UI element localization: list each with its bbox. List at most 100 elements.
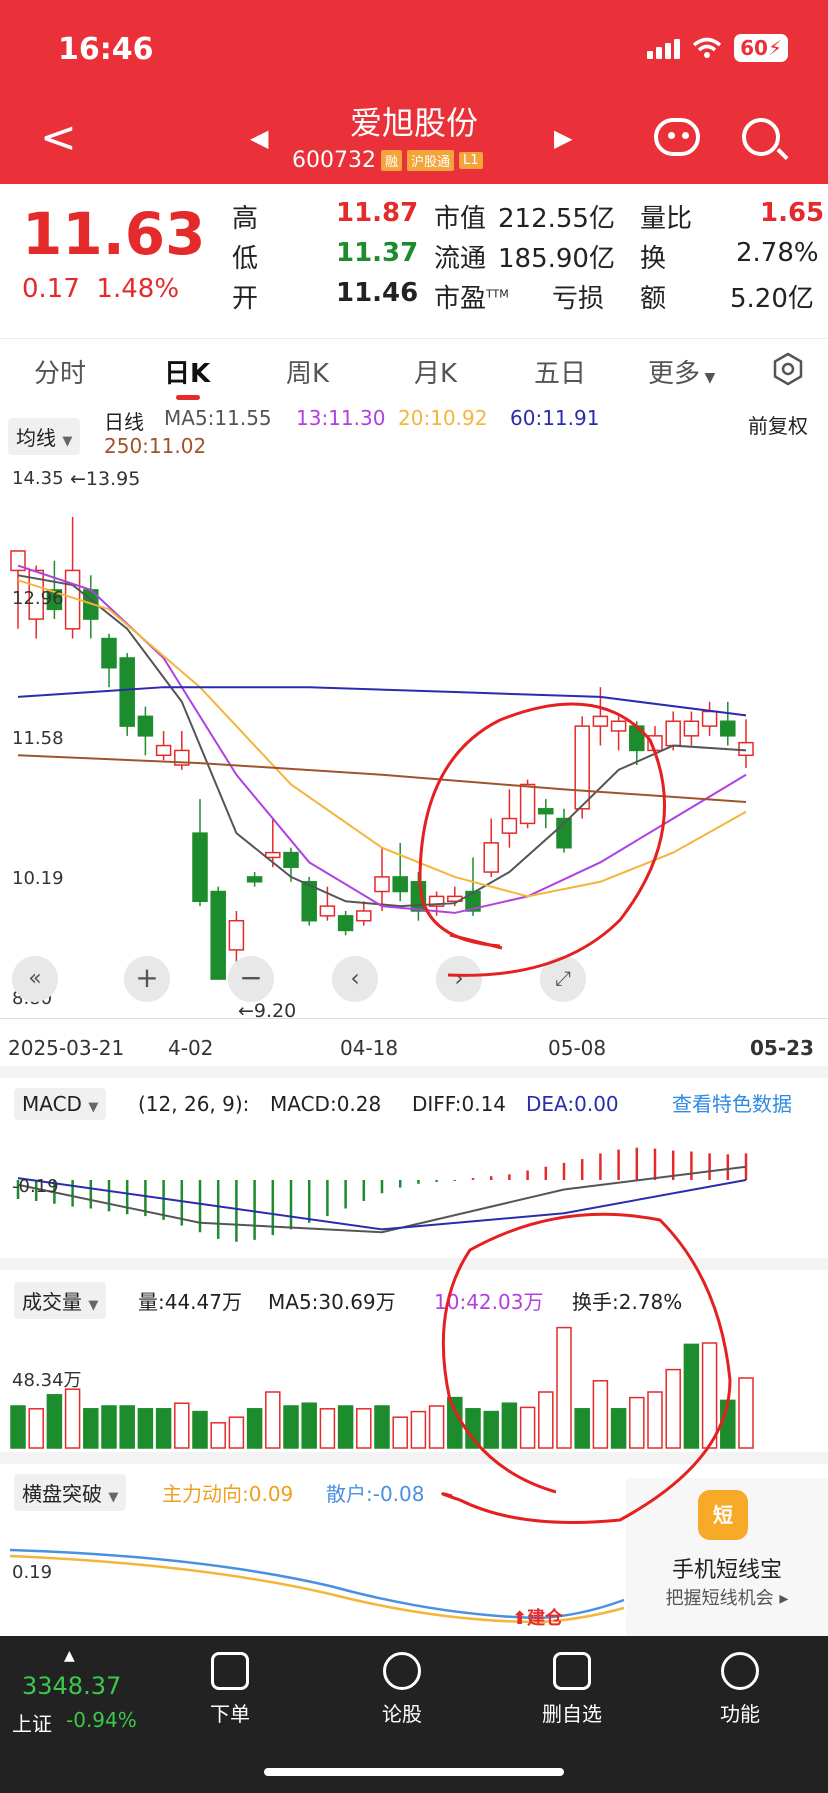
candle-body [738, 741, 754, 757]
macd-chart[interactable] [0, 1120, 828, 1260]
volume-bar [428, 1405, 445, 1449]
tab-five-day[interactable]: 五日 [534, 359, 587, 389]
candle-body [720, 720, 736, 737]
breakout-chart[interactable] [0, 1504, 828, 1636]
settings-hex-icon[interactable] [770, 351, 806, 387]
field-pe-value: 亏损 [552, 284, 605, 314]
tab-monthly-k[interactable]: 月K [414, 359, 458, 389]
status-icons: 60⚡ [647, 34, 788, 62]
volume-bar [574, 1408, 590, 1449]
volume-bar [592, 1380, 609, 1449]
candle-body [701, 710, 718, 727]
candle-body [301, 881, 317, 922]
kline-chart[interactable] [0, 460, 828, 1030]
ma-selector[interactable]: 均线 ▼ [8, 418, 81, 455]
back-arrow-icon[interactable]: < [40, 112, 77, 163]
volume-bar [301, 1402, 317, 1449]
assistant-robot-icon[interactable] [654, 118, 700, 156]
discuss-star-icon [383, 1652, 421, 1690]
x-tick-4: 05-08 [548, 1036, 607, 1060]
nav-functions[interactable]: 功能 [680, 1652, 800, 1727]
candle-body [119, 657, 135, 727]
candle-body [10, 550, 26, 572]
volume-bar [538, 1391, 554, 1449]
macd-params: (12, 26, 9): [138, 1092, 250, 1116]
volume-y-tick: 48.34万 [12, 1370, 82, 1391]
volume-bar [83, 1408, 99, 1449]
candle-body [137, 715, 154, 737]
volume-bar [647, 1391, 663, 1449]
index-value[interactable]: 3348.37 [22, 1672, 122, 1700]
promo-card[interactable]: 短 手机短线宝 把握短线机会 ▸ [626, 1478, 828, 1636]
price-change: 0.17 1.48% [22, 274, 179, 304]
search-icon[interactable] [742, 118, 780, 156]
nav-discuss[interactable]: 论股 [342, 1652, 462, 1727]
candle-body [337, 915, 354, 932]
volume-selector[interactable]: 成交量 ▼ [14, 1282, 107, 1319]
legend-ma20: 20:10.92 [398, 406, 488, 430]
volume-bar [629, 1396, 645, 1449]
breakout-selector[interactable]: 横盘突破 ▼ [14, 1474, 127, 1511]
tag-margin: 融 [380, 150, 402, 171]
candle-body [155, 744, 172, 757]
candle-body [592, 715, 609, 727]
volume-bar [356, 1408, 372, 1449]
tab-daily-k[interactable]: 日K [164, 353, 210, 400]
scroll-right-icon[interactable]: › [436, 956, 482, 1002]
candle-body [629, 725, 645, 752]
macd-selector[interactable]: MACD ▼ [14, 1088, 107, 1120]
candle-body [483, 842, 499, 873]
volume-bar [137, 1408, 154, 1449]
volume-bar [610, 1408, 627, 1449]
next-stock-icon[interactable]: ▶ [554, 124, 573, 152]
volume-value: 量:44.47万 [138, 1290, 242, 1314]
nav-discuss-label: 论股 [382, 1702, 422, 1726]
candle-body [192, 832, 208, 902]
candle-body [519, 783, 536, 825]
zoom-in-icon[interactable]: + [124, 956, 170, 1002]
volume-chart[interactable] [0, 1310, 828, 1450]
ma-selector-label: 均线 [16, 426, 56, 450]
breakout-y-tick: 0.19 [12, 1562, 53, 1583]
macd-selector-label: MACD [22, 1092, 82, 1116]
tab-weekly-k[interactable]: 周K [286, 359, 330, 389]
ma-selector-caret-icon: ▼ [62, 434, 73, 449]
volume-bar [337, 1405, 354, 1449]
top-header: 16:46 60⚡ < ◀ 爱旭股份 ▶ 600732 融 沪股通 L1 [0, 0, 828, 184]
index-up-caret-icon: ▲ [64, 1648, 75, 1664]
field-high-label: 高 [232, 204, 259, 234]
volume-caret-icon: ▼ [88, 1298, 99, 1313]
volume-bar [374, 1405, 390, 1449]
candle-body [319, 905, 336, 917]
previous-stock-icon[interactable]: ◀ [250, 124, 269, 152]
field-volratio-value: 1.65 [760, 198, 825, 228]
legend-ma250: 250:11.02 [104, 434, 207, 458]
volume-bar [192, 1410, 208, 1449]
scroll-left-icon[interactable]: ‹ [332, 956, 378, 1002]
zoom-out-icon[interactable]: − [228, 956, 274, 1002]
fullscreen-icon[interactable]: ⤢ [540, 956, 586, 1002]
nav-order[interactable]: 下单 [170, 1652, 290, 1727]
remove-box-icon [553, 1652, 591, 1690]
tab-intraday[interactable]: 分时 [34, 359, 87, 389]
macd-caret-icon: ▼ [88, 1100, 99, 1115]
panel-divider-2 [0, 1258, 828, 1270]
candle-body [647, 735, 663, 752]
high-marker: ←13.95 [70, 468, 141, 490]
battery-indicator: 60⚡ [734, 34, 788, 62]
panel-divider-3 [0, 1452, 828, 1464]
macd-value: MACD:0.28 [270, 1092, 382, 1116]
buy-signal-label: 建仓 [527, 1608, 564, 1629]
volume-bar [501, 1402, 518, 1449]
status-time: 16:46 [58, 32, 154, 67]
feature-data-link[interactable]: 查看特色数据 [672, 1092, 792, 1116]
tab-more[interactable]: 更多 ▼ [648, 353, 715, 390]
nav-remove-watchlist[interactable]: 删自选 [512, 1652, 632, 1727]
adjust-mode[interactable]: 前复权 [748, 414, 808, 438]
candle-body [392, 876, 408, 893]
scroll-left-far-icon[interactable]: « [12, 956, 58, 1002]
main-force-value: 主力动向:0.09 [162, 1482, 294, 1506]
index-change: -0.94% [66, 1708, 137, 1732]
index-name: 上证 [12, 1712, 52, 1736]
tag-connect: 沪股通 [407, 150, 455, 171]
